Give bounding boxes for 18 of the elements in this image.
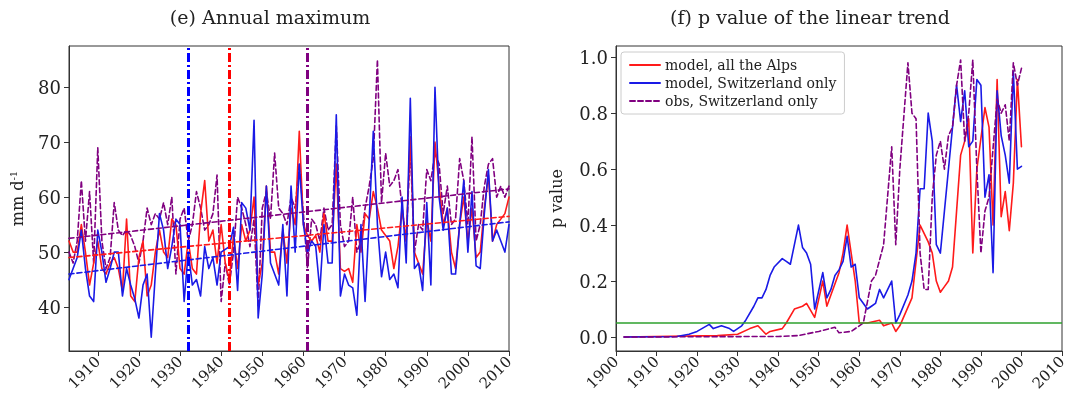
y-tick-label: 60 (38, 186, 61, 208)
chart-title: (f) p value of the linear trend (670, 5, 950, 28)
y-axis-title: mm d-1 (7, 170, 27, 227)
legend-label: model, Switzerland only (665, 75, 837, 91)
y-tick-label: 0.6 (579, 158, 608, 180)
y-tick-label: 1.0 (579, 46, 608, 68)
legend-label: model, all the Alps (665, 57, 798, 73)
y-tick-label: 50 (38, 241, 61, 263)
chart-title: (e) Annual maximum (169, 5, 371, 28)
y-tick-label: 0.4 (579, 214, 608, 236)
y-tick-label: 80 (38, 76, 61, 98)
y-tick-label: 0.2 (579, 270, 608, 292)
y-tick-label: 70 (38, 131, 61, 153)
y-tick-label: 0.8 (579, 102, 608, 124)
y-tick-label: 0.0 (579, 326, 608, 348)
y-axis-title: p value (546, 169, 566, 228)
y-tick-label: 40 (38, 296, 61, 318)
legend-label: obs, Switzerland only (665, 93, 818, 109)
